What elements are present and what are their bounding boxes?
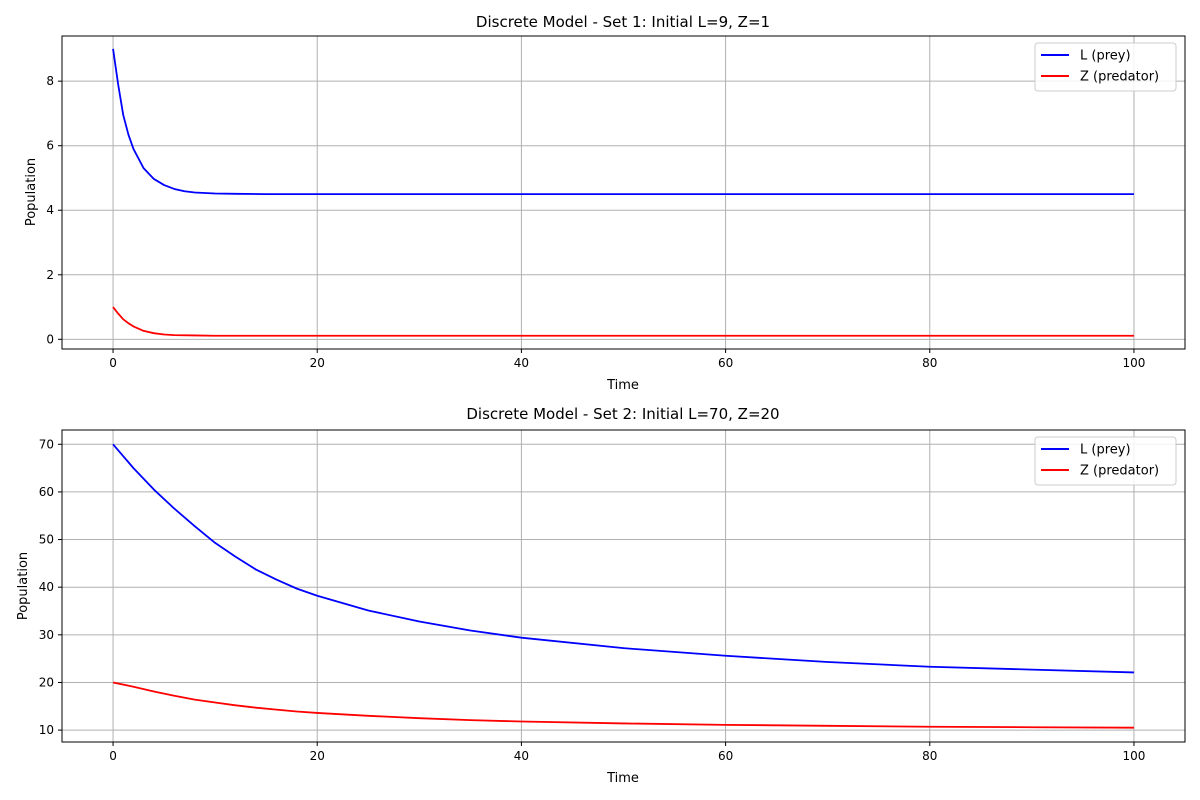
legend-label: Z (predator) xyxy=(1080,70,1159,85)
series-line-predator xyxy=(112,306,1134,337)
chart-title: Discrete Model - Set 1: Initial L=9, Z=1 xyxy=(476,13,770,31)
x-tick-label: 20 xyxy=(310,356,325,370)
y-tick-label: 60 xyxy=(39,485,54,499)
y-axis-label: Population xyxy=(16,552,31,620)
x-tick-label: 80 xyxy=(922,749,937,763)
chart-title: Discrete Model - Set 2: Initial L=70, Z=… xyxy=(466,405,779,423)
x-axis-label: Time xyxy=(606,771,639,786)
y-tick-label: 40 xyxy=(39,580,54,594)
y-tick-label: 20 xyxy=(39,675,54,689)
x-tick-label: 20 xyxy=(310,749,325,763)
y-tick-label: 6 xyxy=(46,139,54,153)
x-tick-label: 40 xyxy=(514,749,529,763)
plot-frame xyxy=(61,429,1186,743)
x-tick-label: 0 xyxy=(109,356,117,370)
legend-box xyxy=(1034,42,1177,92)
x-tick-label: 60 xyxy=(718,749,733,763)
series-line-prey xyxy=(112,48,1134,196)
series-line-prey xyxy=(112,443,1134,674)
y-tick-label: 0 xyxy=(46,332,54,346)
y-tick-label: 2 xyxy=(46,268,54,282)
legend: L (prey) Z (predator) xyxy=(1034,436,1177,486)
y-axis-label: Population xyxy=(24,158,39,226)
x-tick-label: 40 xyxy=(514,356,529,370)
legend-label: L (prey) xyxy=(1080,443,1131,458)
legend-box xyxy=(1034,436,1177,486)
y-tick-label: 4 xyxy=(46,203,54,217)
plot-frame xyxy=(61,35,1186,350)
y-tick-label: 30 xyxy=(39,628,54,642)
y-tick-label: 70 xyxy=(39,437,54,451)
x-tick-label: 100 xyxy=(1123,749,1146,763)
gridlines xyxy=(62,36,1185,349)
gridlines xyxy=(62,430,1185,742)
chart-panel-set-2: Discrete Model - Set 2: Initial L=70, Z=… xyxy=(16,405,1186,786)
legend-label: Z (predator) xyxy=(1080,464,1159,479)
x-tick-label: 80 xyxy=(922,356,937,370)
x-tick-label: 60 xyxy=(718,356,733,370)
x-tick-label: 100 xyxy=(1123,356,1146,370)
y-tick-label: 10 xyxy=(39,723,54,737)
y-tick-label: 8 xyxy=(46,74,54,88)
x-axis-label: Time xyxy=(606,378,639,393)
legend: L (prey) Z (predator) xyxy=(1034,42,1177,92)
series-line-predator xyxy=(112,681,1134,729)
y-tick-label: 50 xyxy=(39,533,54,547)
chart-panel-set-1: Discrete Model - Set 1: Initial L=9, Z=1… xyxy=(24,13,1186,393)
legend-label: L (prey) xyxy=(1080,49,1131,64)
x-tick-label: 0 xyxy=(109,749,117,763)
